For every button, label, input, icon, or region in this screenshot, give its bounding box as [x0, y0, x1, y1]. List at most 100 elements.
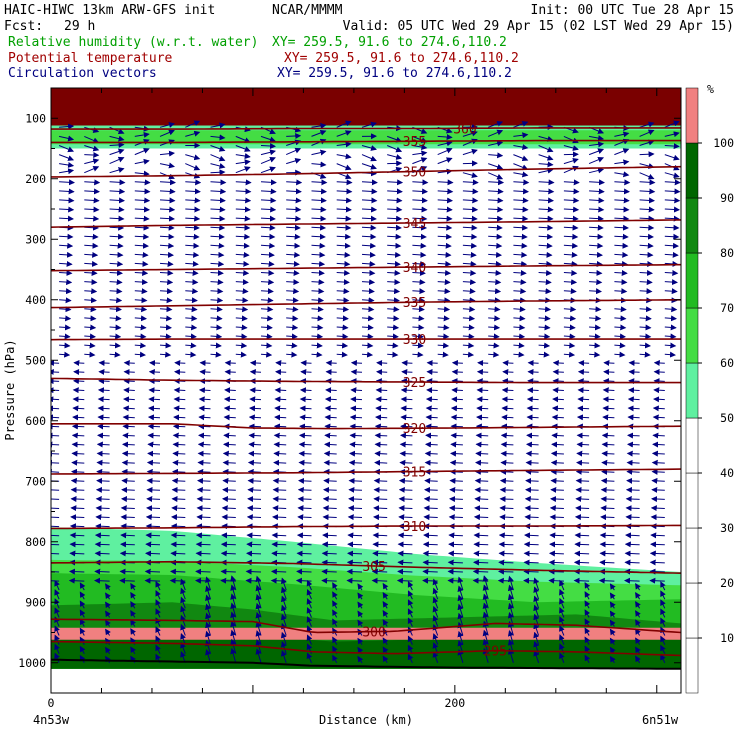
vector-arrow: [664, 224, 680, 231]
vector-arrow: [336, 251, 351, 258]
vector-arrow: [600, 496, 615, 503]
vector-arrow: [299, 405, 312, 412]
vector-arrow: [538, 324, 551, 331]
vector-arrow: [626, 450, 640, 457]
vector-arrow: [462, 306, 476, 313]
vector-arrow: [462, 188, 479, 195]
rh-shading: [51, 125, 681, 669]
vector-arrow: [299, 423, 312, 430]
vector-arrow: [224, 360, 236, 366]
vector-arrow: [54, 625, 60, 636]
vector-arrow: [148, 396, 161, 403]
vector-arrow: [462, 179, 479, 186]
vector-arrow: [422, 577, 438, 584]
vector-arrow: [286, 179, 303, 186]
y-tick-label: 300: [25, 232, 46, 246]
vector-arrow: [109, 148, 125, 156]
vector-arrow: [145, 541, 161, 548]
vector-arrow: [563, 279, 578, 286]
vector-arrow: [173, 396, 186, 403]
vector-arrow: [311, 242, 326, 249]
vector-arrow: [412, 306, 425, 313]
vector-arrow: [563, 206, 580, 213]
vector-arrow: [382, 582, 389, 591]
vector-arrow: [349, 450, 363, 457]
vector-arrow: [109, 135, 125, 142]
vector-arrow: [387, 154, 403, 160]
vector-arrow: [424, 477, 438, 484]
vector-arrow: [651, 450, 665, 457]
vector-arrow: [374, 432, 388, 439]
vector-arrow: [538, 351, 550, 358]
vector-arrow: [559, 634, 565, 645]
x-right-end-label: 6n51w: [642, 713, 679, 727]
vector-arrow: [173, 387, 186, 394]
vector-arrow: [501, 405, 514, 412]
vector-arrow: [538, 342, 551, 349]
vector-arrow: [627, 414, 640, 421]
vector-arrow: [450, 450, 463, 457]
vector-arrow: [323, 459, 337, 466]
vector-arrow: [559, 606, 565, 618]
vector-arrow: [71, 468, 85, 475]
vector-arrow: [336, 324, 349, 331]
vector-arrow: [500, 432, 514, 439]
vector-arrow: [224, 387, 236, 394]
vector-arrow: [84, 269, 98, 276]
vector-arrow: [94, 577, 110, 584]
vector-arrow: [350, 360, 363, 366]
vector-arrow: [223, 414, 236, 421]
vector-arrow: [146, 468, 161, 475]
vector-arrow: [51, 534, 60, 537]
vector-arrow: [575, 486, 590, 493]
vector-arrow: [651, 468, 665, 475]
vector-arrow: [462, 315, 476, 322]
vector-arrow: [84, 135, 100, 144]
vector-arrow: [311, 197, 327, 204]
vector-arrow: [260, 149, 276, 156]
vector-arrow: [589, 315, 602, 322]
vector-arrow: [321, 568, 337, 575]
vector-arrow: [235, 224, 251, 231]
vector-arrow: [473, 532, 489, 539]
vector-arrow: [476, 378, 489, 385]
vector-arrow: [347, 550, 363, 557]
vector-arrow: [332, 636, 338, 645]
vector-arrow: [149, 360, 161, 366]
vector-arrow: [488, 197, 504, 204]
vector-arrow: [59, 315, 72, 322]
vector-arrow: [488, 224, 503, 231]
vector-arrow: [59, 206, 75, 213]
vector-arrow: [336, 351, 348, 358]
vector-arrow: [575, 477, 590, 484]
vector-arrow: [437, 140, 453, 147]
vector-arrow: [361, 233, 377, 240]
vector-arrow: [260, 351, 273, 358]
vector-arrow: [423, 514, 438, 521]
vector-arrow: [476, 405, 489, 412]
vector-arrow: [300, 360, 312, 366]
vector-arrow: [589, 269, 603, 276]
vector-arrow: [235, 242, 250, 249]
vector-arrow: [437, 333, 450, 340]
vector-arrow: [601, 432, 615, 439]
vector-arrow: [407, 608, 414, 618]
vector-arrow: [130, 628, 136, 636]
vector-arrow: [653, 387, 665, 394]
vector-arrow: [324, 396, 337, 403]
vector-arrow: [54, 579, 60, 591]
valid-time: Valid: 05 UTC Wed 29 Apr 15 (02 LST Wed …: [343, 19, 734, 34]
vector-arrow: [109, 242, 124, 249]
vector-arrow: [437, 342, 450, 349]
vector-arrow: [462, 260, 477, 267]
vector-arrow: [51, 441, 60, 448]
vector-arrow: [563, 233, 579, 240]
vector-arrow: [196, 486, 211, 493]
vector-arrow: [260, 306, 274, 313]
vector-arrow: [614, 342, 626, 349]
vector-arrow: [71, 450, 85, 457]
vector-arrow: [120, 523, 135, 530]
vector-arrow: [357, 601, 364, 609]
vector-arrow: [397, 532, 413, 539]
theta-label: 340: [403, 261, 426, 276]
